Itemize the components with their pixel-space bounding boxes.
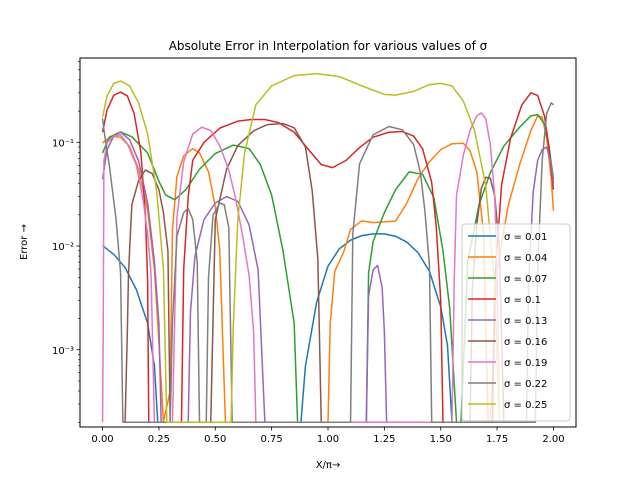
legend: σ = 0.01 σ = 0.04 σ = 0.07 σ = 0.1 σ = 0.13 σ… <box>461 223 571 422</box>
x-tick-label: 1.75 <box>486 434 508 445</box>
x-tick-label: 1.25 <box>373 434 395 445</box>
series-line-3 <box>101 91 555 423</box>
legend-label: σ = 0.13 <box>504 316 547 327</box>
x-tick-label: 1.00 <box>317 434 339 445</box>
x-tick-label: 0.50 <box>204 434 226 445</box>
series-line-5 <box>124 122 505 423</box>
series-line-2 <box>101 113 555 423</box>
y-tick-label: 10⁻³ <box>52 346 74 357</box>
chart-title: Absolute Error in Interpolation for vari… <box>169 39 488 53</box>
y-tick-label: 10⁻² <box>52 242 74 253</box>
legend-box <box>461 223 571 422</box>
series-layer <box>101 72 555 423</box>
series-line-6 <box>101 112 501 423</box>
legend-label: σ = 0.04 <box>504 253 547 264</box>
legend-label: σ = 0.25 <box>504 400 547 411</box>
series-line-7 <box>101 102 554 423</box>
x-axis: 0.00 0.25 0.50 0.75 1.00 1.25 1.50 1.75 2.00 <box>91 427 565 445</box>
legend-label: σ = 0.07 <box>504 274 547 285</box>
x-tick-label: 0.75 <box>261 434 283 445</box>
legend-label: σ = 0.01 <box>504 232 547 243</box>
x-tick-label: 0.25 <box>148 434 170 445</box>
y-axis: 10⁻³ 10⁻² 10⁻¹ <box>52 61 80 423</box>
legend-label: σ = 0.1 <box>504 295 541 306</box>
x-axis-label: X/π→ <box>316 460 341 471</box>
y-axis-label: Error → <box>19 224 30 260</box>
x-tick-label: 1.50 <box>430 434 452 445</box>
series-line-8 <box>101 72 501 423</box>
legend-label: σ = 0.19 <box>504 358 547 369</box>
x-tick-label: 0.00 <box>91 434 113 445</box>
legend-label: σ = 0.22 <box>504 379 547 390</box>
y-tick-label: 10⁻¹ <box>52 138 74 149</box>
x-tick-label: 2.00 <box>542 434 564 445</box>
series-line-0 <box>102 233 453 423</box>
legend-label: σ = 0.16 <box>504 337 547 348</box>
